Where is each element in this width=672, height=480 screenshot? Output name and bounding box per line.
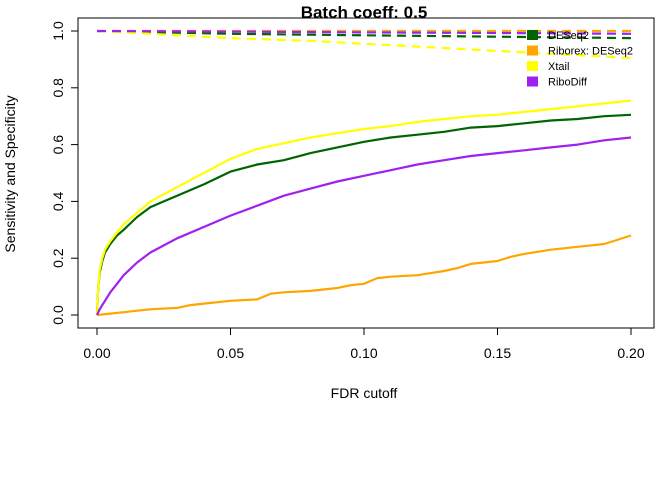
x-tick-label: 0.20 (617, 345, 644, 361)
x-tick-label: 0.15 (484, 345, 511, 361)
legend-label-deseq2: DESeq2 (548, 30, 589, 42)
sensitivity-line-deseq2 (95, 113, 632, 316)
x-axis: 0.00 0.05 0.10 0.15 0.20 (83, 327, 645, 361)
y-tick-label: 0.6 (50, 135, 66, 155)
x-tick-label: 0.05 (217, 345, 244, 361)
x-tick-label: 0.10 (350, 345, 377, 361)
y-tick-label: 0.2 (50, 248, 66, 268)
legend-label-xtail: Xtail (548, 61, 569, 73)
legend-swatch-riborex-deseq2 (527, 45, 538, 56)
legend-swatch-xtail (527, 61, 538, 71)
legend-label-riborex-deseq2: Riborex: DESeq2 (548, 46, 633, 58)
chart-title: Batch coeff: 0.5 (301, 3, 428, 22)
y-axis: 0.0 0.2 0.4 0.6 0.8 1.0 (50, 21, 79, 325)
x-tick-label: 0.00 (83, 345, 110, 361)
y-tick-label: 0.0 (50, 305, 66, 325)
sensitivity-line-xtail (95, 99, 632, 316)
legend-swatch-ribodiff (527, 76, 538, 87)
y-tick-label: 0.4 (50, 191, 66, 211)
legend-swatch-deseq2 (527, 30, 538, 40)
y-tick-label: 0.8 (50, 78, 66, 98)
sensitivity-line-ribodiff (96, 136, 632, 316)
sensitivity-line-riborex-deseq2 (96, 234, 632, 317)
y-axis-label: Sensitivity and Specificity (2, 95, 18, 252)
y-tick-label: 1.0 (50, 21, 66, 41)
legend-label-ribodiff: RiboDiff (548, 77, 588, 89)
x-axis-label: FDR cutoff (331, 385, 398, 401)
legend: DESeq2 Riborex: DESeq2 Xtail RiboDiff (527, 30, 633, 89)
